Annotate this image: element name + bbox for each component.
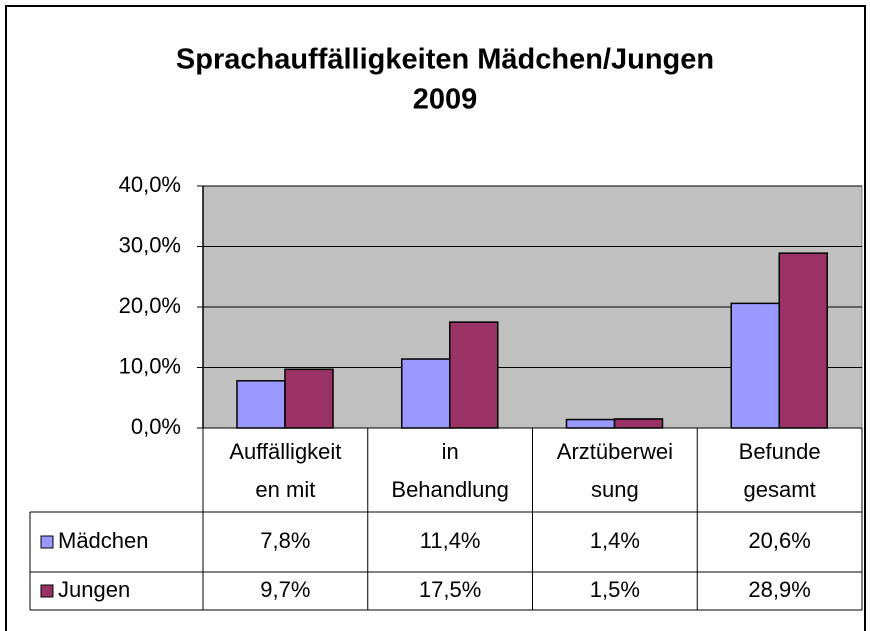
bar xyxy=(613,418,664,429)
data-label: 1,4% xyxy=(590,528,640,553)
bar xyxy=(730,302,780,429)
bar xyxy=(449,321,499,429)
y-tick-label: 0,0% xyxy=(131,414,181,439)
y-tick-label: 30,0% xyxy=(119,232,181,257)
x-tick-label: in xyxy=(442,439,459,464)
bar xyxy=(284,368,334,429)
x-tick-label: Auffälligkeit xyxy=(229,439,341,464)
data-label: 1,5% xyxy=(590,577,640,602)
chart-frame xyxy=(5,5,866,631)
x-tick-label: sung xyxy=(591,477,639,502)
data-label: 7,8% xyxy=(260,528,310,553)
bar xyxy=(401,358,451,429)
x-tick-label: Arztüberwei xyxy=(557,439,673,464)
bar xyxy=(565,418,616,429)
x-tick-label: Behandlung xyxy=(391,477,508,502)
data-label: 17,5% xyxy=(419,577,481,602)
y-tick-label: 40,0% xyxy=(119,172,181,197)
x-tick-label: Befunde xyxy=(739,439,821,464)
legend-label: Jungen xyxy=(58,577,130,602)
y-tick-label: 20,0% xyxy=(119,293,181,318)
data-label: 11,4% xyxy=(420,528,481,553)
x-tick-label: en mit xyxy=(255,477,315,502)
bar xyxy=(778,252,828,429)
data-label: 28,9% xyxy=(748,577,810,602)
bar xyxy=(236,380,286,429)
x-tick-label: gesamt xyxy=(744,477,816,502)
y-tick-label: 10,0% xyxy=(119,353,181,378)
data-label: 20,6% xyxy=(748,528,810,553)
data-label: 9,7% xyxy=(260,577,310,602)
chart-title: Sprachauffälligkeiten Mädchen/Jungen xyxy=(176,44,714,76)
chart-title: 2009 xyxy=(413,84,478,116)
legend-label: Mädchen xyxy=(58,528,149,553)
legend-swatch xyxy=(40,584,54,598)
legend-swatch xyxy=(40,535,54,549)
